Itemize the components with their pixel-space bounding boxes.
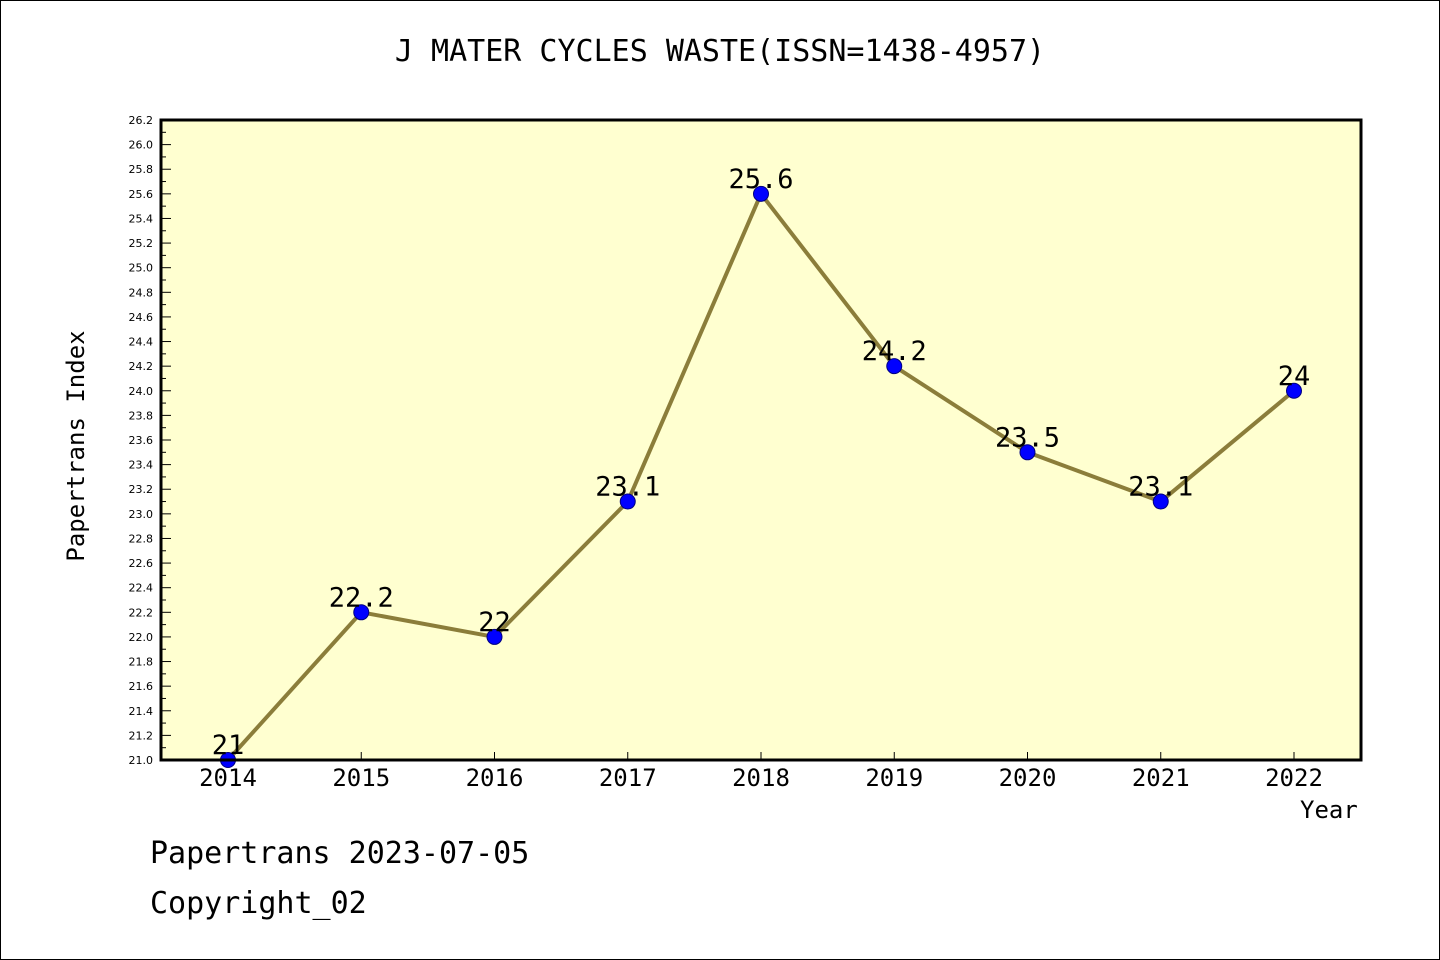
y-tick-label: 24.0 bbox=[129, 385, 154, 398]
data-label: 23.1 bbox=[1128, 472, 1193, 503]
y-tick-label: 24.4 bbox=[129, 336, 154, 349]
plot-border bbox=[159, 118, 1363, 762]
y-tick-label: 21.4 bbox=[129, 705, 154, 718]
y-tick-label: 21.8 bbox=[129, 656, 154, 669]
y-tick-label: 24.2 bbox=[129, 360, 154, 373]
x-tick-label: 2017 bbox=[599, 764, 657, 792]
y-tick-label: 22.2 bbox=[129, 606, 154, 619]
y-tick-label: 25.0 bbox=[129, 262, 154, 275]
data-label: 23.5 bbox=[995, 422, 1060, 453]
data-label: 21 bbox=[212, 730, 245, 761]
y-tick-label: 24.8 bbox=[129, 286, 154, 299]
data-label: 24 bbox=[1278, 361, 1311, 392]
y-tick-label: 23.2 bbox=[129, 483, 154, 496]
y-tick-label: 22.0 bbox=[129, 631, 154, 644]
y-tick-label: 22.4 bbox=[129, 582, 154, 595]
y-axis-label: Papertrans Index bbox=[62, 330, 90, 562]
y-tick-label: 25.2 bbox=[129, 237, 154, 250]
data-label: 25.6 bbox=[728, 164, 793, 195]
y-tick-label: 23.0 bbox=[129, 508, 154, 521]
data-point bbox=[886, 358, 903, 375]
x-tick-label: 2015 bbox=[332, 764, 390, 792]
data-label: 22 bbox=[478, 607, 511, 638]
x-tick-label: 2014 bbox=[199, 764, 257, 792]
y-tick-label: 25.4 bbox=[129, 212, 154, 225]
data-point bbox=[486, 628, 503, 645]
x-axis-label: Year bbox=[1300, 796, 1358, 824]
y-tick-label: 21.2 bbox=[129, 729, 154, 742]
x-tick-label: 2019 bbox=[865, 764, 923, 792]
data-label: 24.2 bbox=[862, 336, 927, 367]
y-tick-label: 21.6 bbox=[129, 680, 154, 693]
data-point bbox=[353, 604, 370, 621]
data-point bbox=[619, 493, 636, 510]
y-tick-label: 25.6 bbox=[129, 188, 154, 201]
y-tick-label: 21.0 bbox=[129, 754, 154, 767]
data-point bbox=[753, 185, 769, 202]
x-tick-label: 2020 bbox=[999, 764, 1057, 792]
plot-area bbox=[161, 120, 1361, 760]
data-label: 22.2 bbox=[329, 582, 394, 613]
data-point bbox=[1019, 444, 1036, 461]
y-tick-label: 22.6 bbox=[129, 557, 154, 570]
y-tick-label: 23.4 bbox=[129, 459, 154, 472]
y-tick-label: 23.8 bbox=[129, 409, 154, 422]
x-tick-label: 2021 bbox=[1132, 764, 1190, 792]
data-label: 23.1 bbox=[595, 472, 660, 503]
x-tick-label: 2022 bbox=[1265, 764, 1323, 792]
y-tick-label: 22.8 bbox=[129, 532, 154, 545]
data-point bbox=[1152, 493, 1169, 510]
y-tick-label: 26.0 bbox=[129, 139, 154, 152]
y-tick-label: 25.8 bbox=[129, 163, 154, 176]
chart-title: J MATER CYCLES WASTE(ISSN=1438-4957) bbox=[394, 34, 1046, 69]
y-tick-label: 23.6 bbox=[129, 434, 154, 447]
y-tick-label: 26.2 bbox=[129, 114, 154, 127]
footer-copyright: Copyright_02 bbox=[150, 886, 367, 921]
data-point bbox=[1286, 382, 1302, 399]
x-tick-label: 2018 bbox=[732, 764, 790, 792]
footer-date: Papertrans 2023-07-05 bbox=[150, 836, 530, 871]
y-tick-label: 24.6 bbox=[129, 311, 154, 324]
x-tick-label: 2016 bbox=[466, 764, 524, 792]
